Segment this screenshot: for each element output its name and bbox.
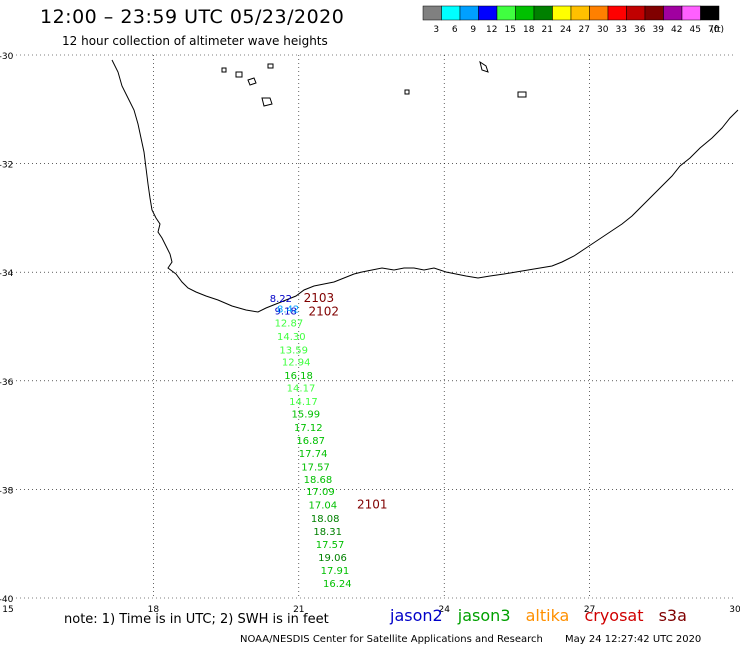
wave-height-label: 8.42 — [277, 304, 299, 315]
pass-number-label: 2103 — [304, 291, 335, 305]
satellite-legend: jason2 jason3 altika cryosat s3a — [390, 606, 697, 625]
wave-height-label: 16.24 — [323, 579, 352, 590]
satellite-cryosat: cryosat — [584, 606, 644, 625]
colorbar-swatch — [459, 5, 479, 21]
wave-height-label: 17.12 — [294, 423, 323, 434]
colorbar-swatch — [478, 5, 498, 21]
graticule — [8, 54, 735, 599]
map-title: 12:00 – 23:59 UTC 05/23/2020 — [40, 6, 345, 28]
island-6 — [479, 60, 489, 73]
latitude-tick-label: -32 — [0, 161, 13, 171]
satellite-altika: altika — [525, 606, 570, 625]
map-subtitle: 12 hour collection of altimeter wave hei… — [62, 34, 328, 48]
longitude-tick-label: 18 — [148, 605, 160, 615]
colorbar-tick: 12 — [486, 25, 497, 35]
island-3 — [247, 77, 257, 86]
wave-height-label: 17.74 — [299, 449, 328, 460]
latitude-tick-label: -36 — [0, 378, 14, 388]
colorbar-tick: 42 — [671, 25, 682, 35]
footer-note: note: 1) Time is in UTC; 2) SWH is in fe… — [64, 612, 329, 627]
wave-height-label: 18.31 — [313, 527, 342, 538]
colorbar-tick: 21 — [542, 25, 553, 35]
latitude-tick-label: -30 — [0, 52, 14, 62]
colorbar-tick: 70 — [708, 25, 720, 35]
colorbar-swatch — [607, 5, 627, 21]
coastline — [111, 59, 739, 313]
latitude-tick-label: -34 — [0, 269, 14, 279]
colorbar-swatch — [700, 5, 720, 21]
colorbar-tick: 36 — [634, 25, 646, 35]
satellite-jason3: jason3 — [457, 606, 511, 625]
island-7 — [517, 91, 527, 98]
colorbar-swatch — [570, 5, 590, 21]
colorbar-swatch — [496, 5, 516, 21]
colorbar-swatch — [589, 5, 609, 21]
wave-height-label: 17.09 — [306, 487, 335, 498]
wave-height-label: 14.30 — [277, 332, 306, 343]
island-5 — [267, 63, 274, 69]
colorbar-tick: 33 — [616, 25, 627, 35]
longitude-tick-label: 24 — [438, 605, 450, 615]
wave-height-label: 15.99 — [292, 410, 321, 421]
colorbar-swatch — [626, 5, 646, 21]
colorbar-legend: 3 6 9 12 15 18 21 24 27 30 33 36 39 42 45 70(ft) — [422, 5, 724, 35]
colorbar-tick: 39 — [653, 25, 665, 35]
island-8 — [404, 89, 410, 95]
wave-height-label: 17.57 — [316, 540, 345, 551]
credit-line: NOAA/NESDIS Center for Satellite Applica… — [240, 634, 543, 645]
colorbar-tick: 30 — [597, 25, 609, 35]
satellite-jason2: jason2 — [390, 606, 443, 625]
colorbar-tick: 45 — [690, 25, 701, 35]
wave-height-label: 16.87 — [296, 436, 325, 447]
colorbar-tick: 3 — [433, 25, 439, 35]
wave-height-label: 13.59 — [279, 346, 308, 357]
colorbar-tick: 24 — [560, 25, 572, 35]
wave-height-label: 17.04 — [308, 500, 337, 511]
longitude-tick-label: 21 — [293, 605, 304, 615]
satellite-s3a: s3a — [658, 606, 687, 625]
colorbar-swatch — [552, 5, 572, 21]
pass-number-label: 2101 — [357, 497, 388, 511]
island-2 — [235, 71, 243, 78]
pass-number-label: 2102 — [308, 305, 339, 319]
colorbar-swatch — [533, 5, 553, 21]
colorbar-unit: (ft) — [710, 25, 724, 35]
colorbar-swatch — [681, 5, 701, 21]
wave-height-label: 17.91 — [321, 566, 350, 577]
wave-height-label: 8.22 — [270, 294, 292, 305]
colorbar-swatch — [422, 5, 442, 21]
longitude-tick-label: 15 — [2, 605, 13, 615]
colorbar-tick: 6 — [452, 25, 458, 35]
colorbar-tick: 15 — [505, 25, 516, 35]
latitude-tick-label: -40 — [0, 595, 14, 605]
colorbar-tick: 27 — [579, 25, 590, 35]
south-africa-coastline — [111, 59, 739, 313]
generation-timestamp: May 24 12:27:42 UTC 2020 — [565, 634, 702, 645]
longitude-tick-label: 30 — [729, 605, 740, 615]
colorbar-swatch — [515, 5, 535, 21]
island-4 — [261, 97, 273, 107]
latitude-tick-label: -38 — [0, 486, 14, 496]
colorbar-swatch — [663, 5, 683, 21]
wave-height-label: 16.18 — [284, 371, 313, 382]
wave-height-label: 14.17 — [287, 384, 316, 395]
wave-height-label: 18.08 — [311, 514, 340, 525]
island-1 — [221, 67, 227, 73]
wave-height-label: 12.94 — [282, 358, 311, 369]
wave-height-label: 9.18 — [275, 307, 297, 318]
colorbar-swatch — [441, 5, 461, 21]
wave-height-label: 14.17 — [289, 397, 318, 408]
wave-height-label: 17.57 — [301, 462, 330, 473]
longitude-tick-label: 27 — [584, 605, 595, 615]
colorbar-tick: 18 — [523, 25, 535, 35]
wave-height-label: 12.87 — [275, 319, 304, 330]
colorbar-tick: 9 — [470, 25, 476, 35]
wave-height-label: 18.68 — [304, 475, 333, 486]
wave-height-label: 19.06 — [318, 553, 347, 564]
colorbar-swatch — [644, 5, 664, 21]
